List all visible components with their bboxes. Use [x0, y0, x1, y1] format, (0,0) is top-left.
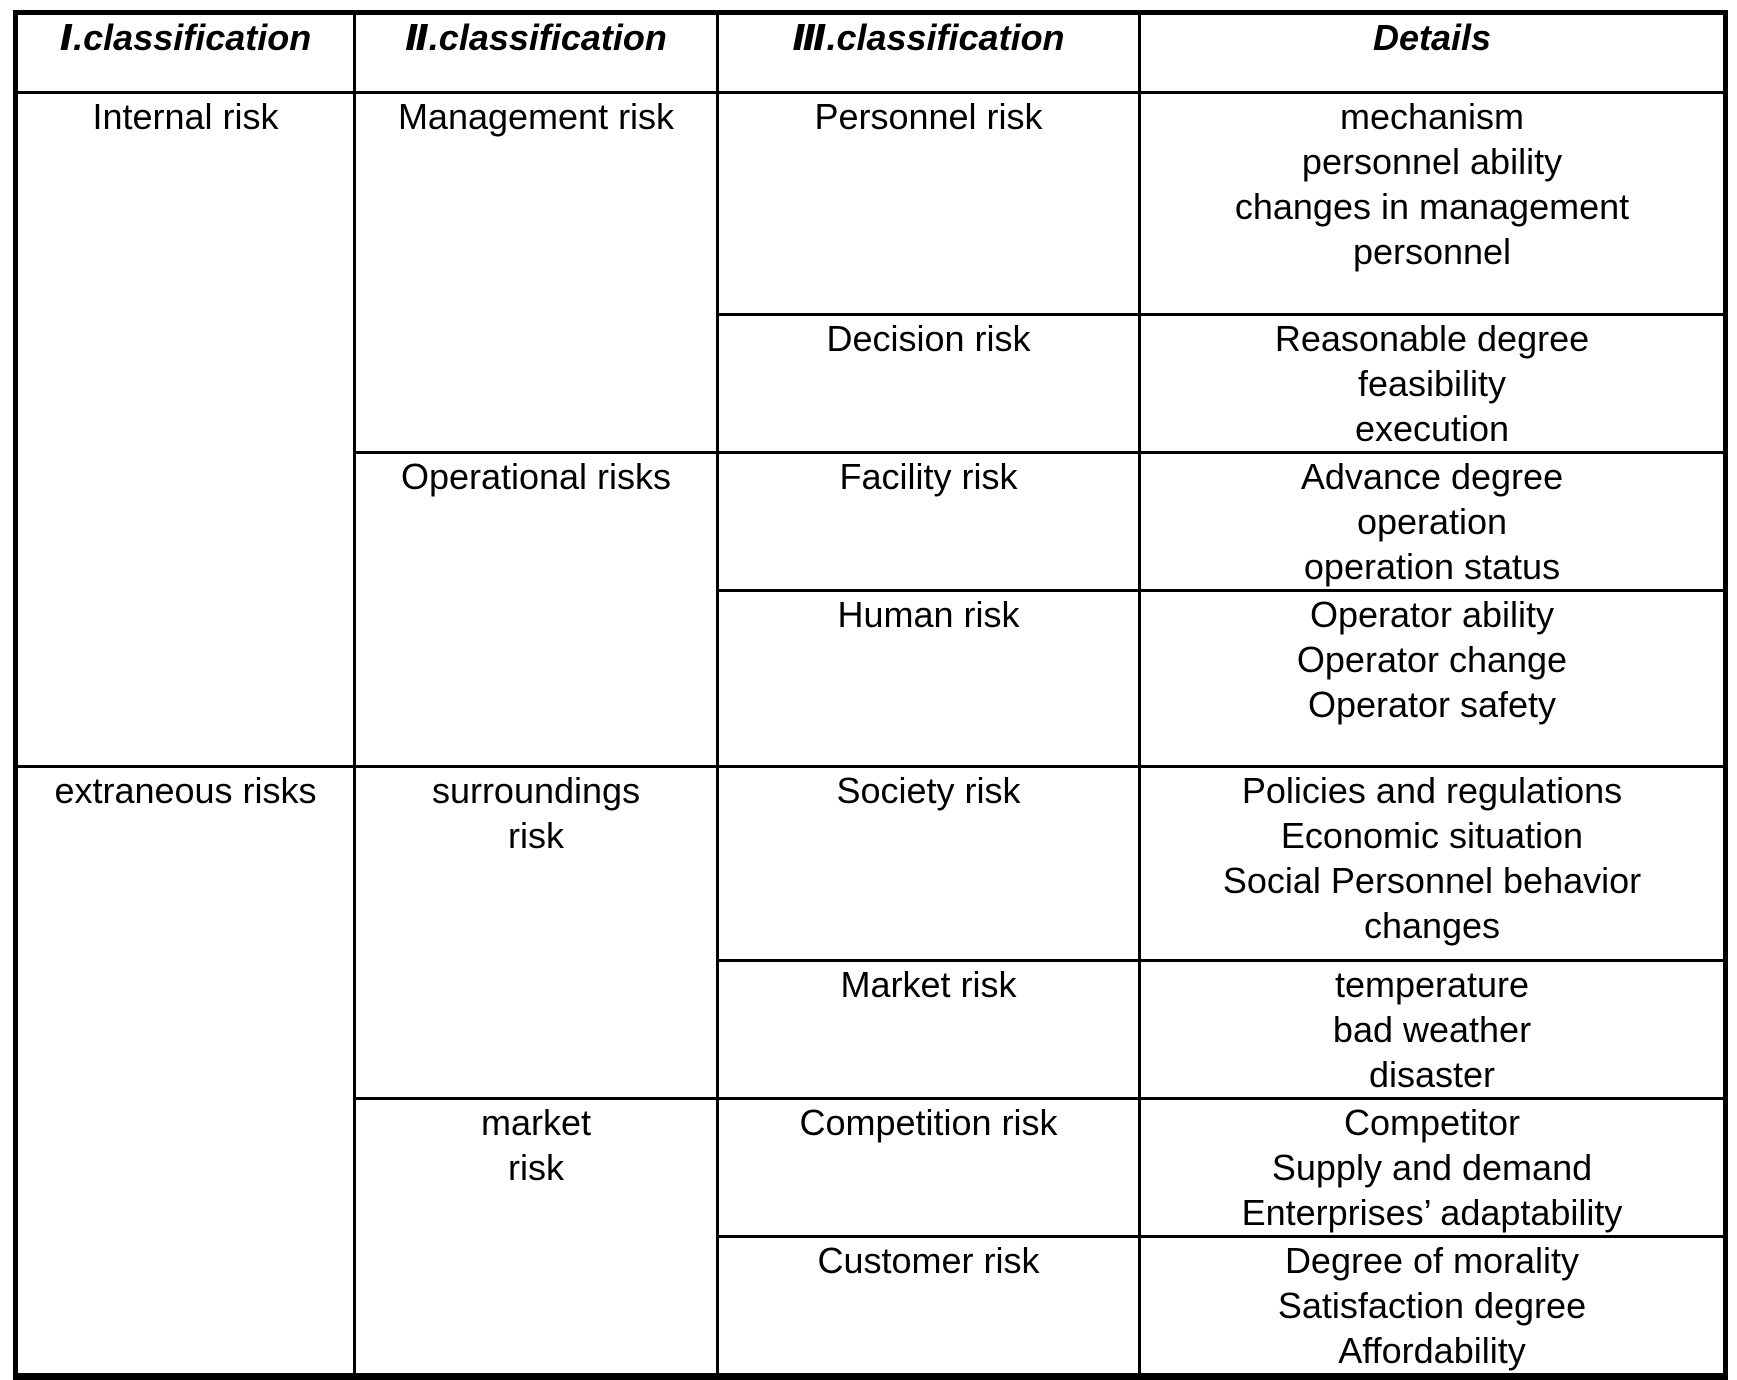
table-row: Decision risk Reasonable degree feasibil… [16, 313, 1727, 454]
cell-facility-risk-details: Advance degree operation operation statu… [1138, 451, 1727, 592]
detail-line: Competitor [1343, 1102, 1521, 1143]
cell-competition-risk: Competition risk [716, 1097, 1141, 1238]
cell-operational-risks: Operational risks [353, 451, 719, 768]
detail-line: operation status [1303, 546, 1561, 587]
level2-line: market [480, 1102, 592, 1143]
cell-decision-risk: Decision risk [716, 313, 1141, 454]
header-details: Details [1138, 11, 1727, 94]
table-row: market risk Competition risk Competitor … [16, 1097, 1727, 1378]
header-row: Ⅰ.classification Ⅱ.classification Ⅲ.clas… [14, 11, 1727, 94]
detail-line: feasibility [1357, 363, 1507, 404]
header-level1-classification: Ⅰ.classification [14, 11, 356, 94]
cell-customer-risk: Customer risk [716, 1235, 1141, 1378]
cell-market-risk-details: temperature bad weather disaster [1138, 959, 1727, 1100]
detail-line: Social Personnel behavior [1222, 860, 1642, 901]
cell-extraneous-risks: extraneous risks [14, 765, 356, 1378]
detail-line: bad weather [1332, 1009, 1532, 1050]
detail-line: disaster [1368, 1054, 1496, 1095]
detail-line: execution [1354, 408, 1510, 449]
cell-market-risk-l3: Market risk [716, 959, 1141, 1100]
detail-line: Operator safety [1307, 684, 1557, 725]
cell-human-risk: Human risk [716, 589, 1141, 768]
level2-line: risk [508, 1147, 564, 1188]
detail-line: personnel [1352, 231, 1512, 272]
table-row: Internal risk Management risk Personnel … [14, 91, 1727, 768]
cell-human-risk-details: Operator ability Operator change Operato… [1138, 589, 1727, 768]
cell-competition-risk-details: Competitor Supply and demand Enterprises… [1138, 1097, 1727, 1238]
cell-facility-risk: Facility risk [716, 451, 1141, 592]
detail-line: Economic situation [1280, 815, 1584, 856]
table-row: Operational risks Facility risk Advance … [16, 451, 1727, 768]
detail-line: Operator ability [1309, 594, 1555, 635]
level2-line: surroundings [431, 770, 641, 811]
cell-management-risk: Management risk [353, 91, 719, 454]
detail-line: Degree of morality [1284, 1240, 1580, 1281]
cell-personnel-risk-details: mechanism personnel ability changes in m… [1138, 91, 1727, 316]
cell-society-risk: Society risk [716, 765, 1141, 962]
detail-line: Supply and demand [1271, 1147, 1593, 1188]
level2-line: risk [508, 815, 564, 856]
detail-line: Operator change [1296, 639, 1568, 680]
header-level2-classification: Ⅱ.classification [353, 11, 719, 94]
table-row: extraneous risks surroundings risk Socie… [14, 765, 1727, 1378]
detail-line: Affordability [1338, 1330, 1526, 1371]
detail-line: Advance degree [1300, 456, 1564, 497]
detail-line: Policies and regulations [1241, 770, 1623, 811]
detail-line: changes in management [1234, 186, 1630, 227]
cell-personnel-risk: Personnel risk [716, 91, 1141, 316]
detail-line: operation [1356, 501, 1508, 542]
cell-market-risk-l2: market risk [353, 1097, 719, 1378]
table-row: Human risk Operator ability Operator cha… [16, 589, 1727, 768]
cell-internal-risk: Internal risk [14, 91, 356, 768]
risk-classification-table: Ⅰ.classification Ⅱ.classification Ⅲ.clas… [13, 10, 1728, 1380]
cell-society-risk-details: Policies and regulations Economic situat… [1138, 765, 1727, 962]
detail-line: personnel ability [1301, 141, 1563, 182]
cell-surroundings-risk: surroundings risk [353, 765, 719, 1100]
detail-line: Reasonable degree [1274, 318, 1590, 359]
table-row: Market risk temperature bad weather disa… [16, 959, 1727, 1100]
header-level3-classification: Ⅲ.classification [716, 11, 1141, 94]
detail-line: Satisfaction degree [1277, 1285, 1587, 1326]
detail-line: mechanism [1339, 96, 1525, 137]
detail-line: changes [1363, 905, 1501, 946]
detail-line: Enterprises’ adaptability [1241, 1192, 1623, 1233]
cell-decision-risk-details: Reasonable degree feasibility execution [1138, 313, 1727, 454]
detail-line: temperature [1334, 964, 1530, 1005]
